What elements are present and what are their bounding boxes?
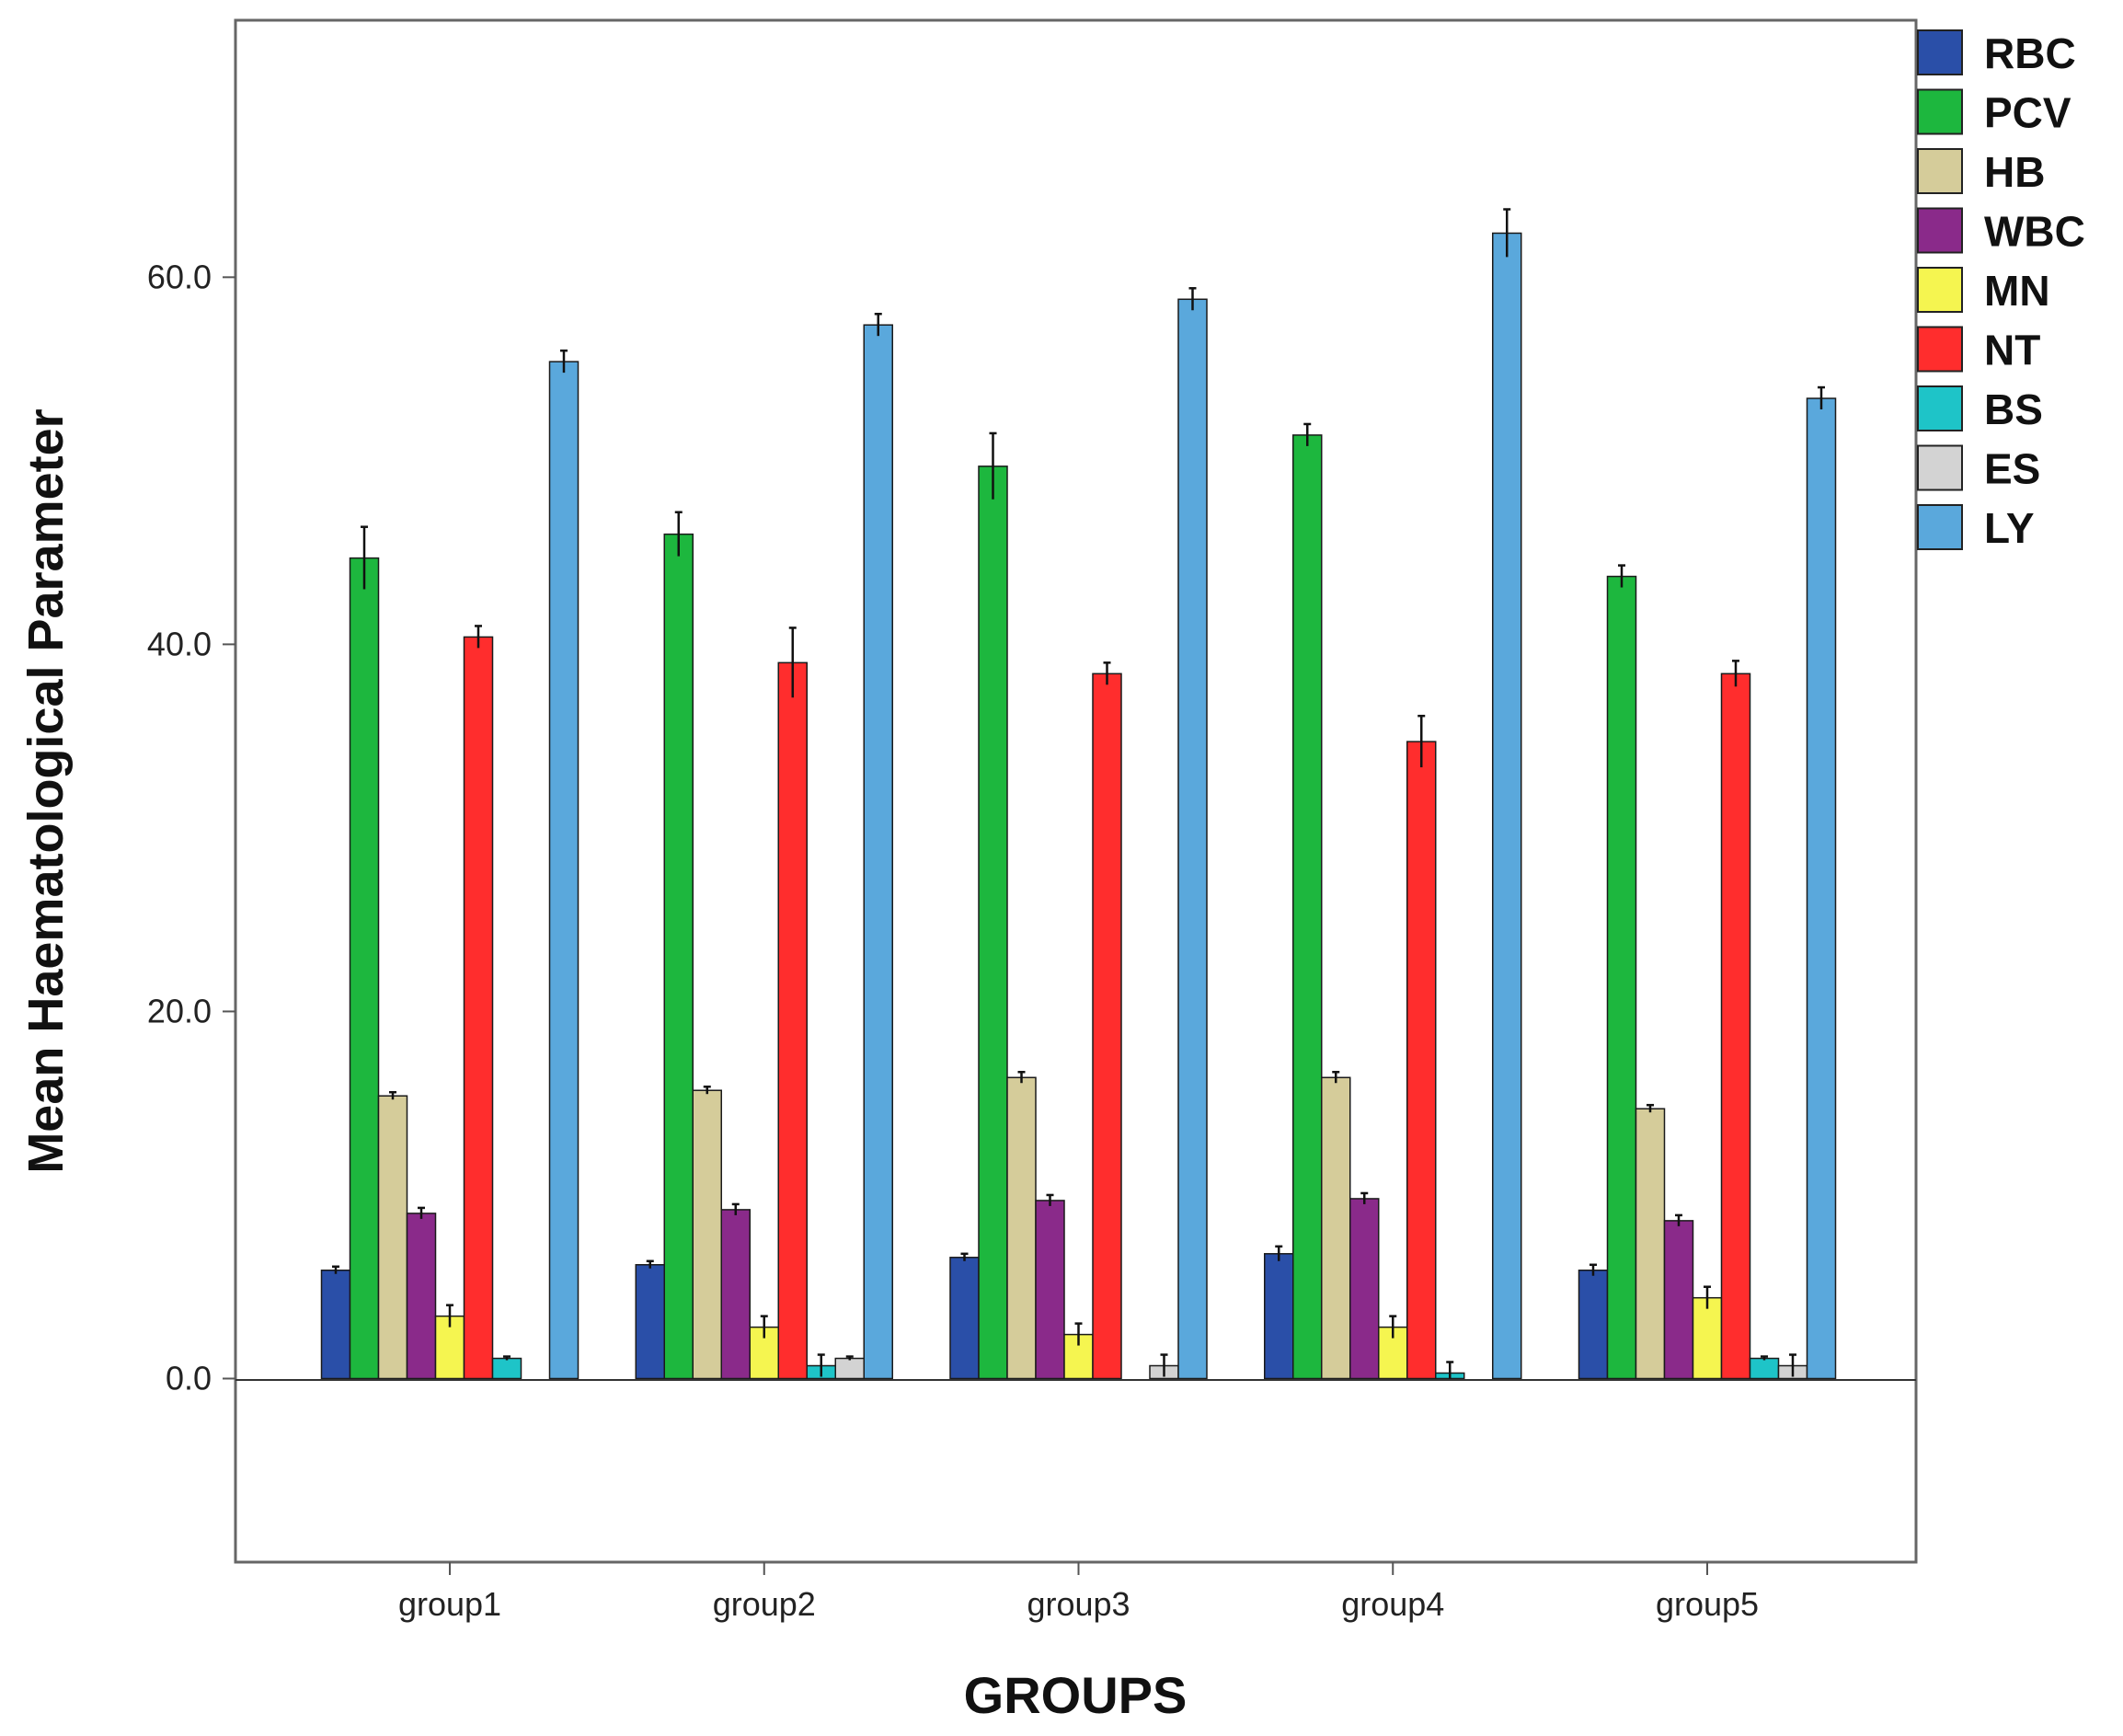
- bar-pcv-group1: [349, 557, 380, 1380]
- bar-rbc-group4: [1264, 1253, 1294, 1380]
- legend-label-mn: MN: [1984, 267, 2050, 315]
- bar-rbc-group1: [320, 1270, 351, 1380]
- bar-es-group2: [834, 1357, 865, 1380]
- legend-swatch-pcv: [1917, 88, 1963, 135]
- legend-swatch-nt: [1917, 326, 1963, 373]
- error-bars-layer: [332, 208, 1825, 1379]
- legend-swatch-wbc: [1917, 207, 1963, 254]
- bar-nt-group4: [1406, 741, 1437, 1380]
- legend-label-nt: NT: [1984, 327, 2040, 374]
- bar-nt-group5: [1720, 673, 1751, 1380]
- bar-rbc-group2: [635, 1264, 665, 1380]
- bar-pcv-group5: [1606, 575, 1637, 1380]
- bar-hb-group1: [377, 1095, 408, 1380]
- x-axis: group1 group2 group3 group4 group5: [398, 1562, 1759, 1623]
- bar-rbc-group3: [949, 1257, 980, 1380]
- bar-hb-group4: [1321, 1076, 1351, 1380]
- bar-bs-group5: [1749, 1357, 1780, 1380]
- bar-nt-group3: [1092, 673, 1122, 1380]
- legend-label-pcv: PCV: [1984, 89, 2071, 137]
- bar-hb-group2: [692, 1089, 722, 1380]
- legend-swatch-bs: [1917, 385, 1963, 431]
- bar-wbc-group3: [1035, 1200, 1065, 1380]
- x-tick-label: group5: [1656, 1585, 1759, 1623]
- bar-ly-group3: [1177, 298, 1208, 1380]
- y-axis: 0.0 20.0 40.0 60.0: [147, 258, 235, 1397]
- legend-swatch-ly: [1917, 504, 1963, 550]
- legend-label-bs: BS: [1984, 385, 2043, 433]
- bar-mn-group1: [434, 1315, 465, 1380]
- bar-pcv-group2: [663, 533, 694, 1380]
- x-tick-label: group1: [398, 1585, 501, 1623]
- bar-hb-group3: [1006, 1076, 1037, 1380]
- y-tick-label: 20.0: [147, 992, 212, 1029]
- legend: RBC PCV HB WBC MN NT BS ES LY: [1917, 29, 2085, 552]
- bar-wbc-group1: [406, 1213, 437, 1380]
- y-tick-label: 60.0: [147, 258, 212, 295]
- legend-label-wbc: WBC: [1984, 208, 2085, 256]
- legend-swatch-rbc: [1917, 29, 1963, 75]
- bar-ly-group1: [548, 361, 580, 1380]
- y-tick-label: 0.0: [166, 1359, 212, 1397]
- bars-layer: [320, 232, 1837, 1380]
- y-axis-title: Mean Haematological Parameter: [18, 408, 74, 1173]
- bar-rbc-group5: [1578, 1270, 1609, 1380]
- legend-label-hb: HB: [1984, 148, 2045, 196]
- x-tick-label: group2: [713, 1585, 816, 1623]
- bar-pcv-group4: [1292, 434, 1323, 1380]
- bar-ly-group5: [1806, 397, 1837, 1380]
- bar-wbc-group4: [1349, 1198, 1380, 1380]
- bar-ly-group4: [1492, 232, 1522, 1380]
- legend-swatch-mn: [1917, 267, 1963, 313]
- legend-label-es: ES: [1984, 445, 2040, 493]
- x-tick-label: group4: [1341, 1585, 1444, 1623]
- legend-swatch-hb: [1917, 148, 1963, 194]
- legend-swatch-es: [1917, 444, 1963, 491]
- x-axis-title: GROUPS: [964, 1666, 1188, 1724]
- bar-nt-group2: [777, 661, 808, 1380]
- bar-nt-group1: [463, 636, 494, 1380]
- bar-bs-group1: [491, 1357, 522, 1380]
- bar-pcv-group3: [978, 466, 1008, 1380]
- bar-mn-group5: [1692, 1296, 1723, 1380]
- bar-wbc-group5: [1663, 1220, 1694, 1380]
- bar-wbc-group2: [720, 1209, 751, 1380]
- legend-label-rbc: RBC: [1984, 29, 2076, 77]
- y-tick-label: 40.0: [147, 625, 212, 662]
- legend-label-ly: LY: [1984, 504, 2035, 552]
- bar-hb-group5: [1635, 1108, 1666, 1380]
- bar-ly-group2: [863, 324, 893, 1380]
- x-tick-label: group3: [1027, 1585, 1130, 1623]
